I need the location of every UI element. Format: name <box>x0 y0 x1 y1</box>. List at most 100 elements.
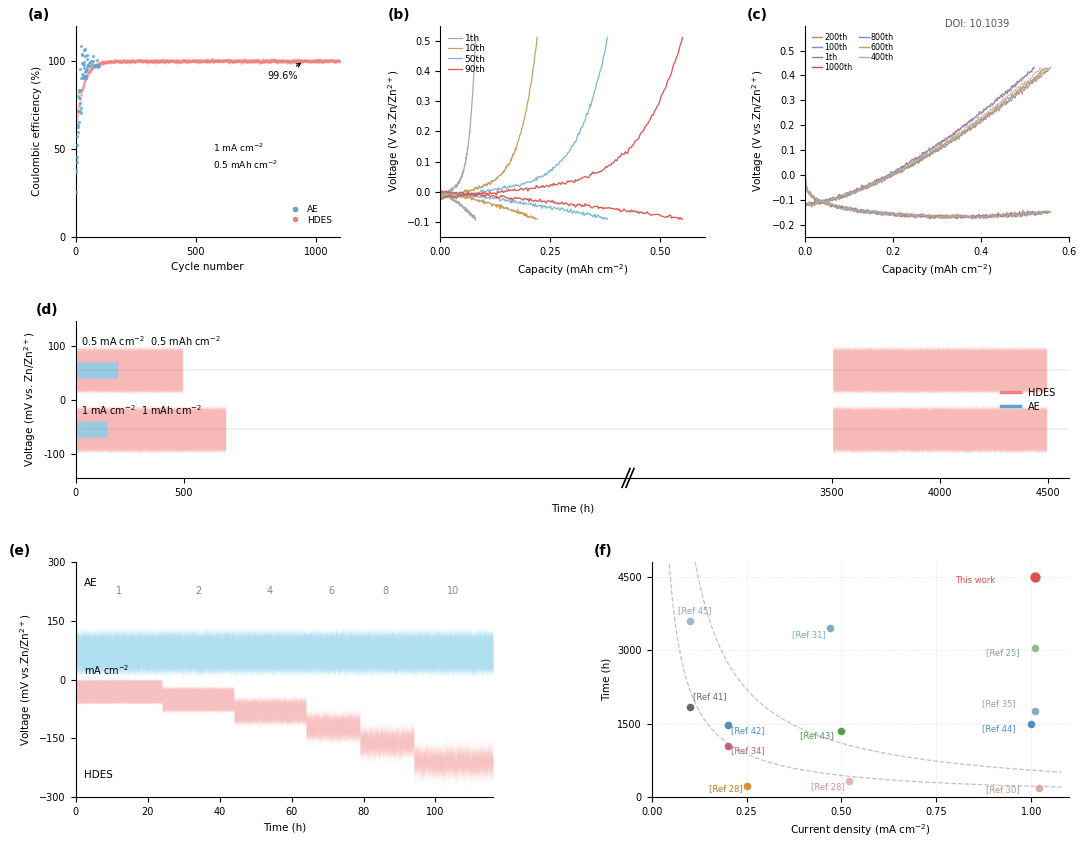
Point <box>245 55 262 69</box>
Point <box>126 55 144 69</box>
Point <box>118 55 135 69</box>
Point <box>105 54 122 68</box>
Point <box>245 54 262 68</box>
Point <box>176 53 193 67</box>
Point <box>292 55 309 69</box>
Point <box>255 54 272 68</box>
Point <box>267 54 284 68</box>
Point <box>314 55 332 69</box>
Point <box>213 54 230 68</box>
Point <box>245 56 262 69</box>
Point <box>294 55 311 69</box>
Point <box>260 56 278 69</box>
90th <box>480 189 492 199</box>
Point <box>293 54 310 68</box>
Point <box>245 53 262 67</box>
Point <box>313 55 330 69</box>
Point <box>158 53 175 67</box>
Point <box>273 53 291 67</box>
Point <box>80 65 97 79</box>
Text: [Ref 41]: [Ref 41] <box>693 692 727 701</box>
Legend: AE, HDES: AE, HDES <box>282 201 336 228</box>
Point <box>72 71 90 85</box>
Point <box>150 53 167 67</box>
Point <box>79 69 96 82</box>
Point <box>319 53 336 67</box>
Point <box>129 53 146 67</box>
Point <box>100 56 118 69</box>
Point <box>96 55 113 69</box>
Point <box>72 101 90 115</box>
1th <box>435 191 448 201</box>
Point <box>273 54 291 68</box>
Point <box>240 55 257 69</box>
Point <box>222 53 240 67</box>
Point <box>307 55 324 69</box>
Point <box>326 55 343 69</box>
Point <box>246 55 264 69</box>
Point <box>159 55 176 69</box>
Point <box>156 54 173 68</box>
Point <box>308 53 325 67</box>
Point <box>131 54 148 68</box>
Point <box>271 55 288 69</box>
Point <box>192 55 210 69</box>
Point <box>78 71 95 85</box>
Point <box>180 54 198 68</box>
Point <box>198 52 215 66</box>
Point <box>220 56 238 69</box>
Point <box>84 60 102 74</box>
Point <box>261 52 279 66</box>
Point <box>179 52 197 66</box>
Point <box>138 53 156 67</box>
Point <box>173 54 190 68</box>
Point <box>176 56 193 69</box>
Point <box>135 54 152 68</box>
Point <box>120 56 137 69</box>
Point <box>156 54 173 68</box>
Point <box>274 54 292 68</box>
Text: [Ref 45]: [Ref 45] <box>678 607 712 615</box>
Point <box>143 56 160 69</box>
Point <box>95 55 112 69</box>
Point <box>322 53 339 67</box>
1th <box>467 89 480 99</box>
Point <box>86 59 104 73</box>
Point <box>97 56 114 69</box>
Point <box>316 53 334 67</box>
Point <box>82 64 99 78</box>
Point <box>225 54 242 68</box>
Point <box>258 54 275 68</box>
Point <box>265 54 282 68</box>
Point <box>145 54 162 68</box>
Point <box>116 53 133 67</box>
Point <box>207 54 225 68</box>
Point <box>153 54 171 68</box>
Point <box>300 54 318 68</box>
Point <box>95 55 112 69</box>
50th <box>434 192 447 202</box>
Point <box>89 57 106 71</box>
Point <box>220 54 238 68</box>
Point <box>86 60 104 74</box>
Point <box>79 69 96 83</box>
Point <box>215 55 232 69</box>
Point <box>112 55 130 69</box>
Point <box>221 54 239 68</box>
Point <box>287 54 305 68</box>
Point <box>231 54 248 68</box>
Point <box>320 55 337 69</box>
Point <box>68 150 85 164</box>
Point <box>193 54 211 68</box>
Point <box>93 56 110 69</box>
Point <box>269 54 286 68</box>
Point <box>306 55 323 69</box>
Point <box>127 54 145 68</box>
Point <box>219 53 237 67</box>
Point <box>285 55 302 69</box>
Point <box>82 55 99 69</box>
Point <box>282 55 299 69</box>
Point <box>261 55 279 69</box>
10th <box>526 71 539 81</box>
Point <box>299 53 316 67</box>
